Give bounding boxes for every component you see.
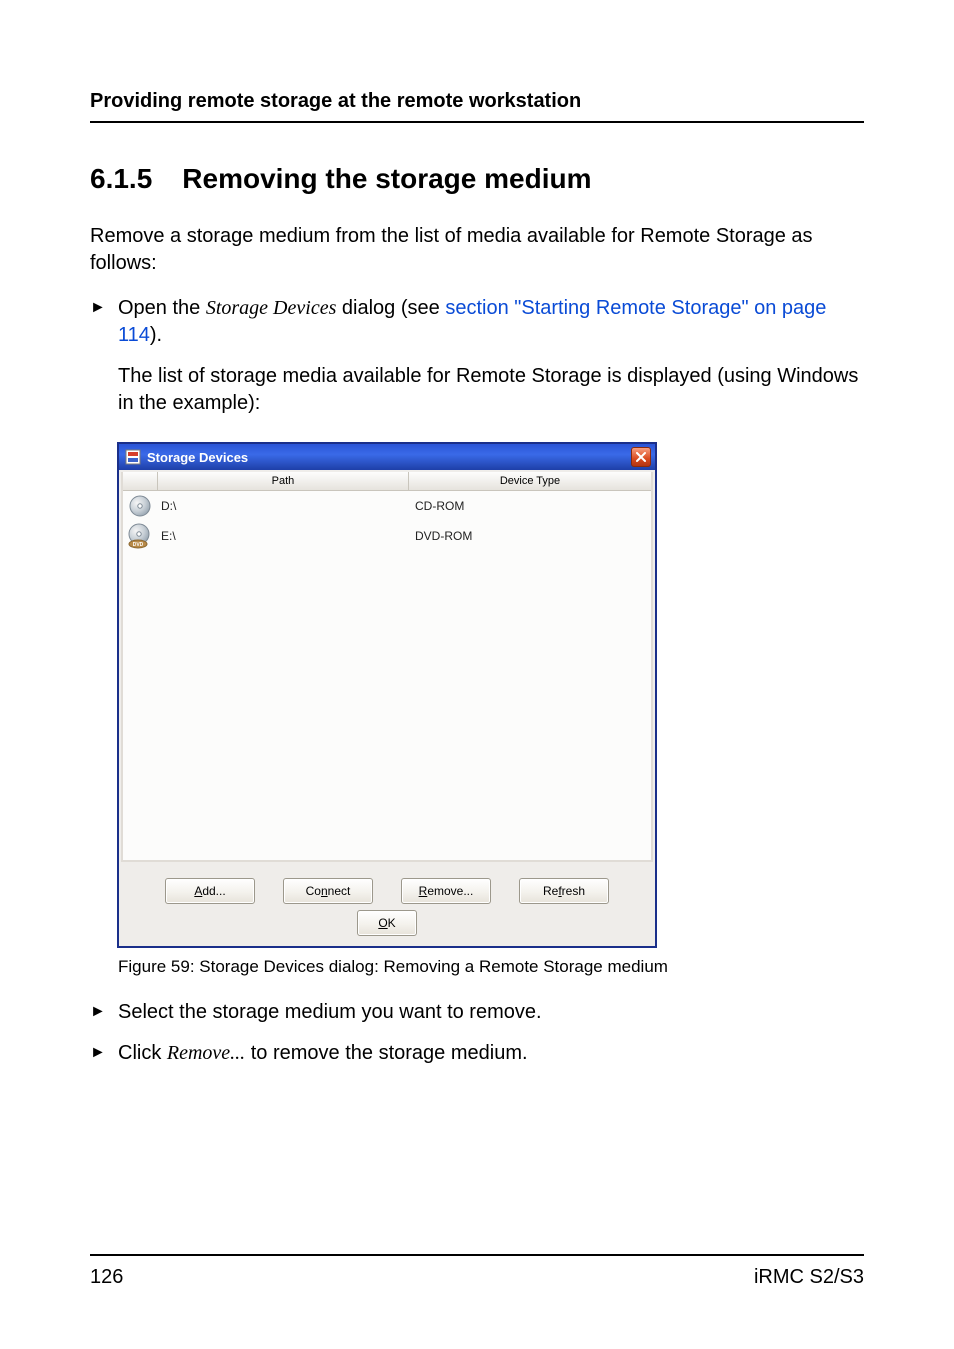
column-headers: Path Device Type [123, 472, 651, 491]
step-select-medium: ► Select the storage medium you want to … [90, 999, 864, 1026]
dialog-button-bar: Add... Connect Remove... Refresh [119, 864, 655, 910]
remove-button[interactable]: Remove... [401, 878, 491, 904]
step1-mid: dialog (see [336, 297, 445, 319]
col-header-icon[interactable] [123, 472, 158, 490]
doc-title-footer: iRMC S2/S3 [754, 1266, 864, 1289]
step-marker-icon: ► [90, 1040, 118, 1067]
step1-italic: Storage Devices [206, 297, 337, 319]
col-header-type[interactable]: Device Type [409, 472, 651, 490]
intro-paragraph: Remove a storage medium from the list of… [90, 223, 864, 277]
device-type: CD-ROM [411, 499, 651, 513]
step3-prefix: Click [118, 1042, 167, 1064]
running-head: Providing remote storage at the remote w… [90, 90, 864, 123]
step-click-remove: ► Click Remove... to remove the storage … [90, 1040, 864, 1067]
step-marker-icon: ► [90, 295, 118, 349]
page-footer: 126 iRMC S2/S3 [90, 1254, 864, 1289]
device-path: E:\ [157, 529, 411, 543]
dialog-titlebar: Storage Devices [119, 444, 655, 470]
section-heading: 6.1.5 Removing the storage medium [90, 163, 864, 195]
step1-prefix: Open the [118, 297, 206, 319]
page-number: 126 [90, 1266, 123, 1289]
device-path: D:\ [157, 499, 411, 513]
step3-suffix: to remove the storage medium. [245, 1042, 527, 1064]
add-button[interactable]: Add... [165, 878, 255, 904]
svg-text:DVD: DVD [133, 542, 144, 548]
dvd-rom-icon: DVD [123, 523, 157, 549]
step-open-dialog: ► Open the Storage Devices dialog (see s… [90, 295, 864, 349]
device-row[interactable]: D:\ CD-ROM [123, 491, 651, 521]
device-type: DVD-ROM [411, 529, 651, 543]
figure-caption: Figure 59: Storage Devices dialog: Remov… [118, 957, 864, 977]
step2-text: Select the storage medium you want to re… [118, 999, 864, 1026]
device-list: Path Device Type [121, 472, 653, 862]
step1-suffix: ). [150, 324, 162, 346]
dialog-app-icon [125, 449, 141, 465]
cd-rom-icon [123, 494, 157, 518]
step-marker-icon: ► [90, 999, 118, 1026]
ok-button[interactable]: OK [357, 910, 417, 936]
storage-devices-dialog: Storage Devices Path Device Type [118, 443, 656, 947]
device-row[interactable]: DVD E:\ DVD-ROM [123, 521, 651, 551]
refresh-button[interactable]: Refresh [519, 878, 609, 904]
section-title-text: Removing the storage medium [182, 163, 591, 194]
close-button[interactable] [631, 447, 651, 467]
close-icon [636, 452, 646, 462]
section-number: 6.1.5 [90, 163, 152, 195]
step1-subtext: The list of storage media available for … [118, 363, 864, 417]
connect-button[interactable]: Connect [283, 878, 373, 904]
col-header-path[interactable]: Path [158, 472, 409, 490]
step3-italic: Remove... [167, 1042, 245, 1064]
dialog-title: Storage Devices [147, 450, 248, 465]
